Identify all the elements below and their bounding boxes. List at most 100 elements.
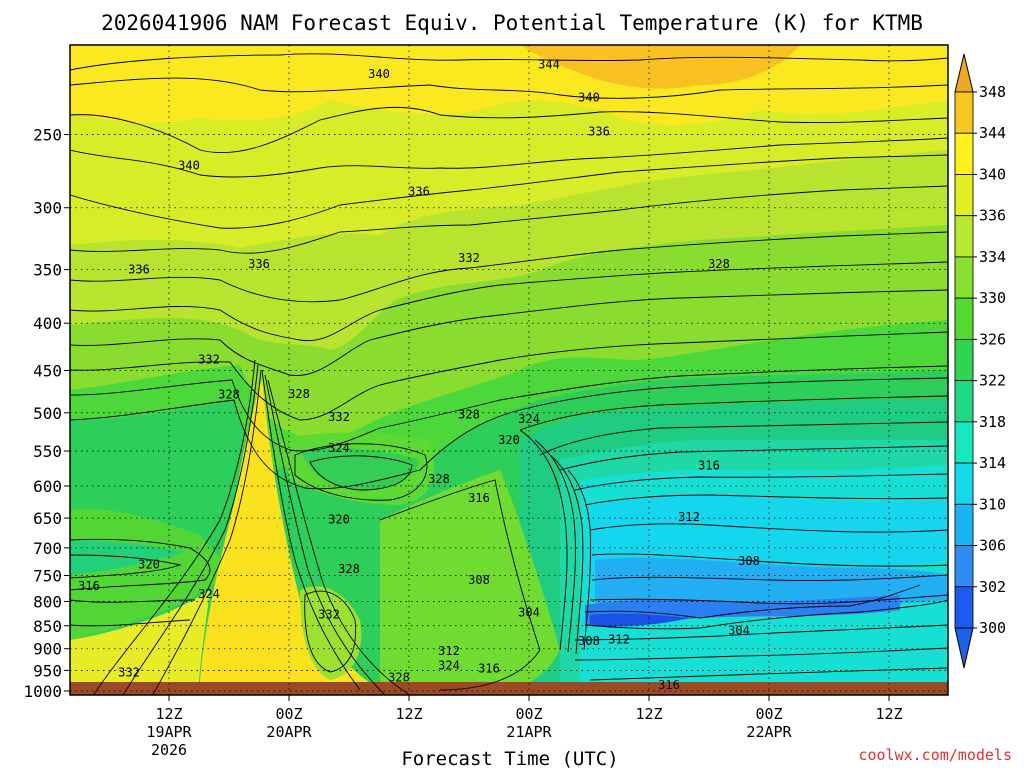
contour-line-320 xyxy=(539,421,948,456)
surface-strip xyxy=(70,682,948,695)
plot-area xyxy=(70,45,948,695)
contour-line-302 xyxy=(584,584,921,619)
colorbar-segment-3 xyxy=(954,215,974,258)
contour-labels: 340 344 340 336 340 336 336 336 332 328 332 328 328 3… xyxy=(78,58,760,692)
contour-line-328-upper xyxy=(70,289,948,376)
contour-line-340 xyxy=(70,106,948,154)
theta-e-band-300 xyxy=(590,613,690,627)
contour-label-38: 328 xyxy=(388,671,410,685)
x-tick-label-1-1: 20APR xyxy=(266,723,312,741)
colorbar-segment-10 xyxy=(954,503,974,546)
contour-label-6: 336 xyxy=(128,263,150,277)
contour-label-34: 312 xyxy=(438,644,460,658)
contour-line-308 xyxy=(591,553,948,567)
contour-label-36: 316 xyxy=(478,661,500,675)
contour-line-plume-1 xyxy=(92,359,256,695)
contour-line-308-lower xyxy=(584,599,948,630)
x-tick-label-6-0: 12Z xyxy=(875,705,902,723)
colorbar-label-326: 326 xyxy=(979,330,1006,348)
y-tick-label-1000: 1000 xyxy=(23,682,62,701)
contour-label-35: 324 xyxy=(438,658,460,672)
y-tick-label-600: 600 xyxy=(33,477,62,496)
contour-line-320-lower xyxy=(589,667,948,681)
contour-line-steep-2 xyxy=(534,439,576,653)
colorbar-bottom-arrow xyxy=(954,627,974,669)
y-axis: 250 300 350 400 450 500 550 600 650 700 750 800 850 9… xyxy=(23,126,70,701)
contour-line-low-west-2 xyxy=(70,554,182,579)
contour-label-12: 328 xyxy=(288,387,310,401)
theta-e-band-warm-plume xyxy=(200,380,380,695)
y-tick-label-800: 800 xyxy=(33,592,62,611)
y-tick-label-250: 250 xyxy=(33,126,62,145)
contour-label-4: 340 xyxy=(178,158,200,172)
credit-text: coolwx.com/models xyxy=(858,746,1012,764)
y-tick-label-400: 400 xyxy=(33,314,62,333)
contour-line-plume-6 xyxy=(267,379,411,695)
contour-label-1: 344 xyxy=(538,58,560,72)
y-tick-label-350: 350 xyxy=(33,261,62,280)
contour-label-0: 340 xyxy=(368,67,390,81)
contour-line-316-lower xyxy=(574,647,948,661)
contour-label-11: 328 xyxy=(218,388,240,402)
contour-label-27: 308 xyxy=(468,573,490,587)
contour-line-low-west-1 xyxy=(70,538,211,591)
y-tick-label-850: 850 xyxy=(33,617,62,636)
contour-label-30: 304 xyxy=(518,605,540,619)
y-tick-label-700: 700 xyxy=(33,539,62,558)
gridlines xyxy=(70,45,948,695)
contour-line-316 xyxy=(559,445,948,471)
contour-label-20: 316 xyxy=(468,491,490,505)
y-tick-label-500: 500 xyxy=(33,404,62,423)
colorbar-segment-1 xyxy=(954,132,974,175)
x-tick-label-1-0: 00Z xyxy=(275,705,302,723)
colorbar-label-322: 322 xyxy=(979,372,1006,390)
contour-line-328 xyxy=(70,331,948,421)
contour-line-320-upper xyxy=(519,395,948,431)
contour-line-plume-3 xyxy=(152,369,262,695)
contour-line-312-upper xyxy=(574,473,948,491)
contour-line-324-upper xyxy=(70,365,948,452)
contour-label-26: 324 xyxy=(198,587,220,601)
contour-line-312-lower xyxy=(574,624,948,641)
theta-e-band-center-332 xyxy=(300,586,362,680)
colorbar-segment-4 xyxy=(954,256,974,299)
colorbar-segment-9 xyxy=(954,462,974,505)
contour-label-8: 332 xyxy=(458,251,480,265)
contour-label-18: 316 xyxy=(698,458,720,472)
contour-line-steep-4 xyxy=(567,469,591,651)
x-tick-label-4-0: 12Z xyxy=(635,705,662,723)
y-tick-label-900: 900 xyxy=(33,640,62,659)
contour-line-308-upper xyxy=(589,523,948,533)
colorbar-label-334: 334 xyxy=(979,248,1006,266)
colorbar-label-348: 348 xyxy=(979,83,1006,101)
x-tick-label-0-0: 12Z xyxy=(155,705,182,723)
contour-label-2: 340 xyxy=(578,91,600,105)
contour-line-332-upper xyxy=(70,231,948,303)
contour-label-16: 320 xyxy=(498,433,520,447)
contour-line-plume-4 xyxy=(261,369,361,691)
contour-label-25: 316 xyxy=(78,579,100,593)
colorbar-label-310: 310 xyxy=(979,495,1006,513)
theta-e-band-center-328 xyxy=(380,470,560,695)
colorbar-segment-6 xyxy=(954,338,974,382)
contour-line-344 xyxy=(70,53,948,71)
colorbar-segment-12 xyxy=(954,586,974,629)
colorbar: 348 344 340 336 334 330 326 322 318 314 310 306 302 3… xyxy=(954,53,1006,669)
colorbar-label-344: 344 xyxy=(979,124,1006,142)
x-tick-label-5-1: 22APR xyxy=(746,723,792,741)
contour-label-23: 328 xyxy=(338,562,360,576)
contour-label-39: 316 xyxy=(658,678,680,692)
contour-line-center-closed xyxy=(304,590,357,673)
contour-lines xyxy=(70,53,948,695)
contour-label-10: 332 xyxy=(198,353,220,367)
x-tick-label-5-0: 00Z xyxy=(755,705,782,723)
contour-line-plume-2 xyxy=(122,364,259,695)
y-tick-label-550: 550 xyxy=(33,442,62,461)
colorbar-top-arrow xyxy=(954,53,974,93)
chart-title: 2026041906 NAM Forecast Equiv. Potential… xyxy=(101,11,923,35)
y-tick-label-750: 750 xyxy=(33,567,62,586)
colorbar-segment-2 xyxy=(954,174,974,217)
contour-line-332 xyxy=(70,261,948,342)
